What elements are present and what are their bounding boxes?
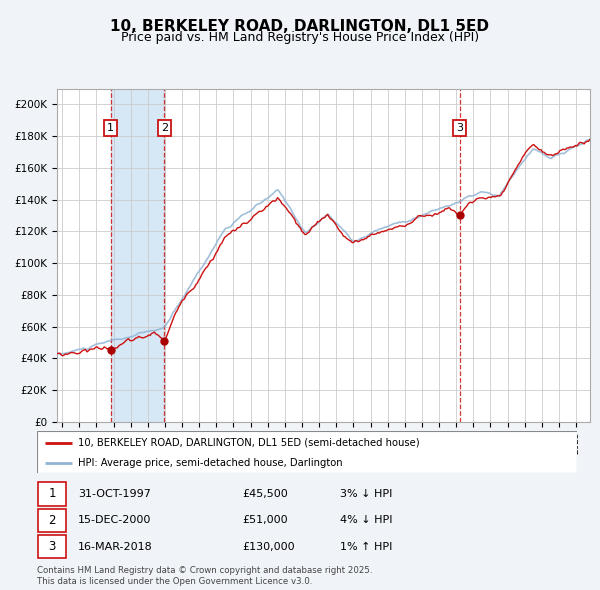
Text: 2: 2 <box>49 514 56 527</box>
Text: Contains HM Land Registry data © Crown copyright and database right 2025.
This d: Contains HM Land Registry data © Crown c… <box>37 566 373 586</box>
Text: 16-MAR-2018: 16-MAR-2018 <box>77 542 152 552</box>
Bar <box>38 509 67 532</box>
Text: 2: 2 <box>161 123 168 133</box>
Bar <box>110 88 164 422</box>
Text: 15-DEC-2000: 15-DEC-2000 <box>77 516 151 525</box>
Text: 1% ↑ HPI: 1% ↑ HPI <box>340 542 392 552</box>
Text: 3: 3 <box>456 123 463 133</box>
Text: £51,000: £51,000 <box>242 516 288 525</box>
Text: 3% ↓ HPI: 3% ↓ HPI <box>340 489 392 499</box>
Text: 4% ↓ HPI: 4% ↓ HPI <box>340 516 392 525</box>
Text: 10, BERKELEY ROAD, DARLINGTON, DL1 5ED (semi-detached house): 10, BERKELEY ROAD, DARLINGTON, DL1 5ED (… <box>77 438 419 448</box>
Text: Price paid vs. HM Land Registry's House Price Index (HPI): Price paid vs. HM Land Registry's House … <box>121 31 479 44</box>
Bar <box>38 483 67 506</box>
Bar <box>38 535 67 558</box>
Text: HPI: Average price, semi-detached house, Darlington: HPI: Average price, semi-detached house,… <box>77 458 343 467</box>
Text: 1: 1 <box>49 487 56 500</box>
Text: 1: 1 <box>107 123 114 133</box>
Text: 10, BERKELEY ROAD, DARLINGTON, DL1 5ED: 10, BERKELEY ROAD, DARLINGTON, DL1 5ED <box>110 19 490 34</box>
Text: 31-OCT-1997: 31-OCT-1997 <box>77 489 151 499</box>
Text: £130,000: £130,000 <box>242 542 295 552</box>
Text: £45,500: £45,500 <box>242 489 288 499</box>
Text: 3: 3 <box>49 540 56 553</box>
